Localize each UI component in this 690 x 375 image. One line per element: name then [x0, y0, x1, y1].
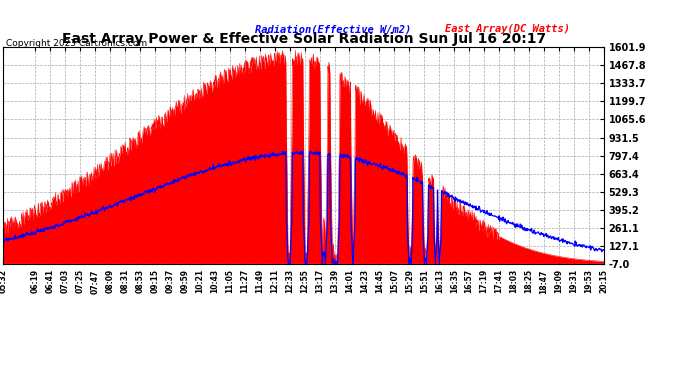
Text: Copyright 2023 Cartronics.com: Copyright 2023 Cartronics.com: [6, 39, 147, 48]
Text: Radiation(Effective W/m2): Radiation(Effective W/m2): [255, 24, 411, 34]
Text: East Array(DC Watts): East Array(DC Watts): [445, 24, 570, 34]
Title: East Array Power & Effective Solar Radiation Sun Jul 16 20:17: East Array Power & Effective Solar Radia…: [61, 32, 546, 46]
